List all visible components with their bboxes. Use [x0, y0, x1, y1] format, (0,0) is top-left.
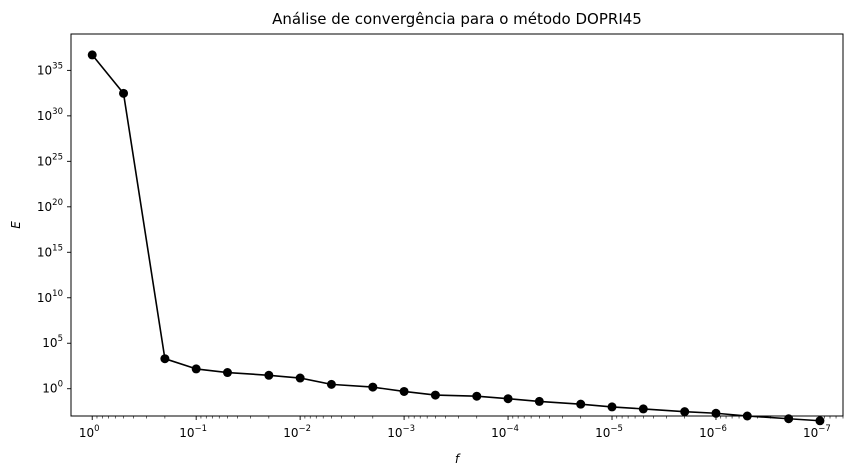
- y-tick-label-base: 10: [37, 245, 52, 259]
- y-tick-label-base: 10: [37, 291, 52, 305]
- y-tick-label-base: 10: [37, 154, 52, 168]
- x-tick-label: 100: [79, 424, 100, 440]
- x-tick-label-exponent: −7: [818, 424, 831, 434]
- y-tick-label-exponent: 5: [58, 334, 63, 344]
- y-tick-label: 1020: [37, 198, 63, 214]
- x-tick-label-base: 10: [491, 426, 506, 440]
- data-point: [534, 396, 544, 406]
- data-point: [680, 407, 690, 417]
- y-tick-label-base: 10: [42, 382, 57, 396]
- data-point: [607, 402, 617, 412]
- x-tick-label: 10−6: [699, 424, 727, 440]
- chart-title: Análise de convergência para o método DO…: [272, 10, 642, 28]
- data-point: [160, 354, 170, 364]
- y-tick-label: 1015: [37, 243, 63, 259]
- plot-frame: [70, 33, 844, 417]
- y-tick-label: 100: [42, 380, 63, 396]
- y-tick-label-exponent: 30: [52, 107, 63, 117]
- data-point: [264, 370, 274, 380]
- x-tick-label: 10−4: [491, 424, 519, 440]
- data-point: [326, 379, 336, 389]
- y-tick-label-exponent: 0: [58, 380, 63, 390]
- data-point: [87, 50, 97, 60]
- data-point: [472, 391, 482, 401]
- x-tick-label-base: 10: [699, 426, 714, 440]
- data-point: [368, 382, 378, 392]
- data-point: [815, 416, 825, 426]
- y-tick-label: 105: [42, 334, 63, 350]
- y-tick-label-exponent: 20: [52, 198, 63, 208]
- x-tick-label-exponent: −5: [610, 424, 623, 434]
- y-tick-label-base: 10: [37, 200, 52, 214]
- data-point: [430, 390, 440, 400]
- y-tick-label: 1010: [37, 289, 63, 305]
- y-tick-label-exponent: 15: [52, 243, 63, 253]
- x-axis-label: f: [455, 452, 461, 466]
- y-tick-label-base: 10: [37, 109, 52, 123]
- y-tick-label-exponent: 35: [52, 61, 63, 71]
- x-axis: 100 10−1 10−2 10−3 10−4 10−5 10−6 10−7: [79, 416, 844, 440]
- x-tick-label: 10−1: [179, 424, 207, 440]
- plot-area: [87, 50, 825, 426]
- x-tick-label-base: 10: [595, 426, 610, 440]
- x-tick-label: 10−7: [803, 424, 831, 440]
- data-point: [222, 368, 232, 378]
- x-tick-label-exponent: −4: [506, 424, 519, 434]
- x-tick-label-base: 10: [179, 426, 194, 440]
- y-axis-label: E: [9, 221, 23, 229]
- y-tick-label-exponent: 25: [52, 152, 63, 162]
- data-point: [503, 394, 513, 404]
- x-tick-label-exponent: −1: [195, 424, 208, 434]
- x-tick-label-base: 10: [387, 426, 402, 440]
- x-tick-label: 10−3: [387, 424, 415, 440]
- x-tick-label-exponent: −3: [402, 424, 415, 434]
- data-point: [191, 364, 201, 374]
- x-tick-label-base: 10: [283, 426, 298, 440]
- data-point: [295, 373, 305, 383]
- y-tick-label-exponent: 10: [52, 289, 63, 299]
- x-tick-label-exponent: −6: [714, 424, 727, 434]
- x-tick-label-exponent: 0: [94, 424, 99, 434]
- x-tick-label: 10−5: [595, 424, 623, 440]
- y-tick-label: 1025: [37, 152, 63, 168]
- y-tick-label-base: 10: [42, 336, 57, 350]
- series-line: [91, 54, 820, 422]
- y-tick-label: 1035: [37, 61, 63, 77]
- y-tick-label: 1030: [37, 107, 63, 123]
- data-point: [399, 386, 409, 396]
- y-tick-label-base: 10: [37, 63, 52, 77]
- x-tick-label-base: 10: [803, 426, 818, 440]
- x-tick-label-exponent: −2: [299, 424, 312, 434]
- x-tick-label-base: 10: [79, 426, 94, 440]
- data-point: [119, 88, 129, 98]
- data-point: [638, 404, 648, 414]
- x-tick-label: 10−2: [283, 424, 311, 440]
- data-point: [576, 399, 586, 409]
